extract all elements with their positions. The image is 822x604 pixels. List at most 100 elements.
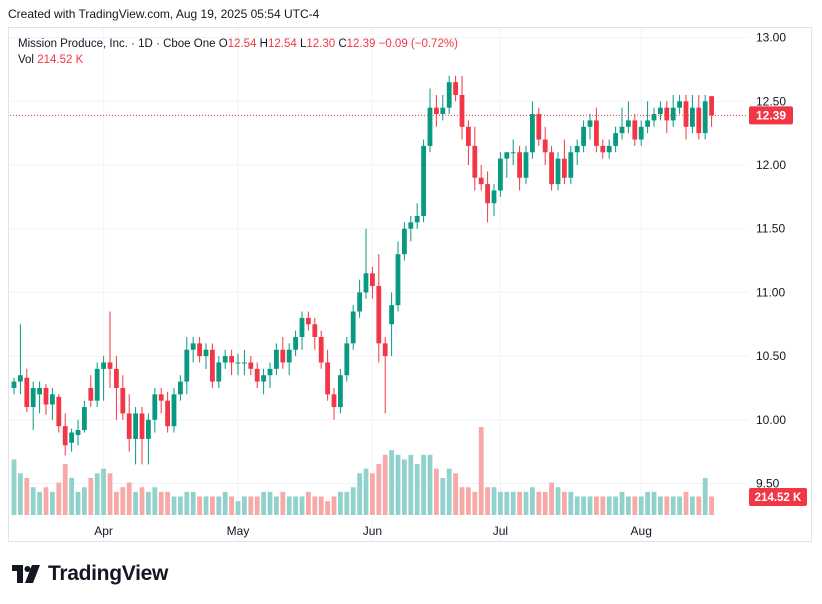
candle-body xyxy=(248,362,254,369)
volume-bar xyxy=(459,487,465,515)
volume-bar xyxy=(158,491,164,515)
candle-body xyxy=(133,413,138,439)
candle-body xyxy=(542,139,548,153)
volume-bar xyxy=(120,487,126,515)
candle-body xyxy=(568,152,574,178)
volume-bar xyxy=(312,496,318,515)
candle-body xyxy=(478,177,484,185)
volume-bar xyxy=(709,496,714,515)
volume-bars xyxy=(11,427,714,515)
volume-bar xyxy=(299,496,305,515)
volume-bar xyxy=(485,487,490,515)
volume-bar xyxy=(600,496,606,515)
price-tick-label: 12.50 xyxy=(756,94,786,108)
candle-body xyxy=(690,107,695,127)
volume-bar xyxy=(363,468,369,515)
volume-bar xyxy=(632,496,638,515)
candle-body xyxy=(459,94,465,127)
candlesticks xyxy=(11,75,714,465)
volume-bar xyxy=(645,491,650,515)
volume-bar xyxy=(126,482,132,515)
candle-body xyxy=(82,407,87,430)
candle-body xyxy=(18,375,23,382)
candle-body xyxy=(600,145,606,153)
last-price-label: 12.39 xyxy=(756,108,786,122)
candle-body xyxy=(50,394,55,405)
candle-body xyxy=(235,362,241,364)
candle-body xyxy=(408,222,414,229)
candle-body xyxy=(158,394,164,401)
candle-body xyxy=(536,114,542,140)
candle-body xyxy=(254,368,260,382)
candle-body xyxy=(670,107,676,121)
volume-bar xyxy=(434,468,439,515)
volume-bar xyxy=(114,491,119,515)
candle-body xyxy=(37,387,42,395)
candle-body xyxy=(318,336,324,363)
price-tick-label: 10.50 xyxy=(756,349,786,363)
volume-bar xyxy=(338,491,343,515)
candle-body xyxy=(229,356,234,363)
candle-body xyxy=(242,362,247,364)
chart-legend: Mission Produce, Inc. · 1D · Cboe One O1… xyxy=(18,36,458,68)
time-axis: Apr May Jun Jul Aug xyxy=(94,524,652,538)
volume-bar xyxy=(165,491,170,515)
volume-bar xyxy=(670,496,676,515)
candle-body xyxy=(88,387,94,401)
volume-bar xyxy=(530,487,535,515)
candle-body xyxy=(651,114,657,121)
legend-close-label: C xyxy=(338,38,347,50)
time-tick-label: Apr xyxy=(94,524,113,538)
volume-bar xyxy=(267,491,273,515)
candle-body xyxy=(293,336,298,350)
volume-bar xyxy=(491,487,497,515)
volume-bar xyxy=(478,427,484,515)
legend-symbol: Mission Produce, Inc. · 1D · Cboe One xyxy=(18,38,216,50)
candle-body xyxy=(632,120,638,140)
time-tick-label: Aug xyxy=(631,524,652,538)
candle-body xyxy=(30,387,36,408)
candle-body xyxy=(197,343,202,357)
time-tick-label: Jul xyxy=(493,524,508,538)
volume-bar xyxy=(638,496,644,515)
volume-bar xyxy=(62,464,68,515)
tradingview-logo-text: TradingView xyxy=(48,562,169,585)
last-volume-label: 214.52 K xyxy=(755,492,802,504)
candle-body xyxy=(414,215,420,223)
volume-bar xyxy=(210,496,215,515)
volume-bar xyxy=(197,496,202,515)
volume-bar xyxy=(43,487,49,515)
candle-body xyxy=(658,107,663,115)
volume-bar xyxy=(389,450,394,515)
candle-body xyxy=(203,349,209,357)
volume-bar xyxy=(555,487,561,515)
candle-body xyxy=(165,400,170,427)
volume-bar xyxy=(318,496,324,515)
candle-body xyxy=(286,349,292,363)
candle-body xyxy=(530,114,535,153)
candle-body xyxy=(56,396,62,427)
legend-high-value: 12.54 xyxy=(267,38,297,50)
candle-body xyxy=(107,362,113,369)
volume-bar xyxy=(37,491,42,515)
volume-bar xyxy=(651,491,657,515)
candle-body xyxy=(120,387,126,414)
candle-body xyxy=(446,82,452,108)
volume-bar xyxy=(293,496,298,515)
candle-body xyxy=(267,368,273,376)
price-tick-label: 13.00 xyxy=(756,31,786,45)
candle-body xyxy=(325,362,330,395)
volume-bar xyxy=(696,496,702,515)
tradingview-logo[interactable]: TradingView xyxy=(12,562,168,586)
candle-body xyxy=(702,101,708,134)
candle-body xyxy=(466,126,471,146)
volume-bar xyxy=(75,491,81,515)
volume-bar xyxy=(178,496,183,515)
created-with-text: Created with TradingView.com, Aug 19, 20… xyxy=(8,7,320,21)
candle-body xyxy=(171,394,177,427)
volume-bar xyxy=(235,501,241,515)
candle-body xyxy=(510,152,516,154)
candle-body xyxy=(562,158,567,178)
volume-bar xyxy=(370,473,375,515)
